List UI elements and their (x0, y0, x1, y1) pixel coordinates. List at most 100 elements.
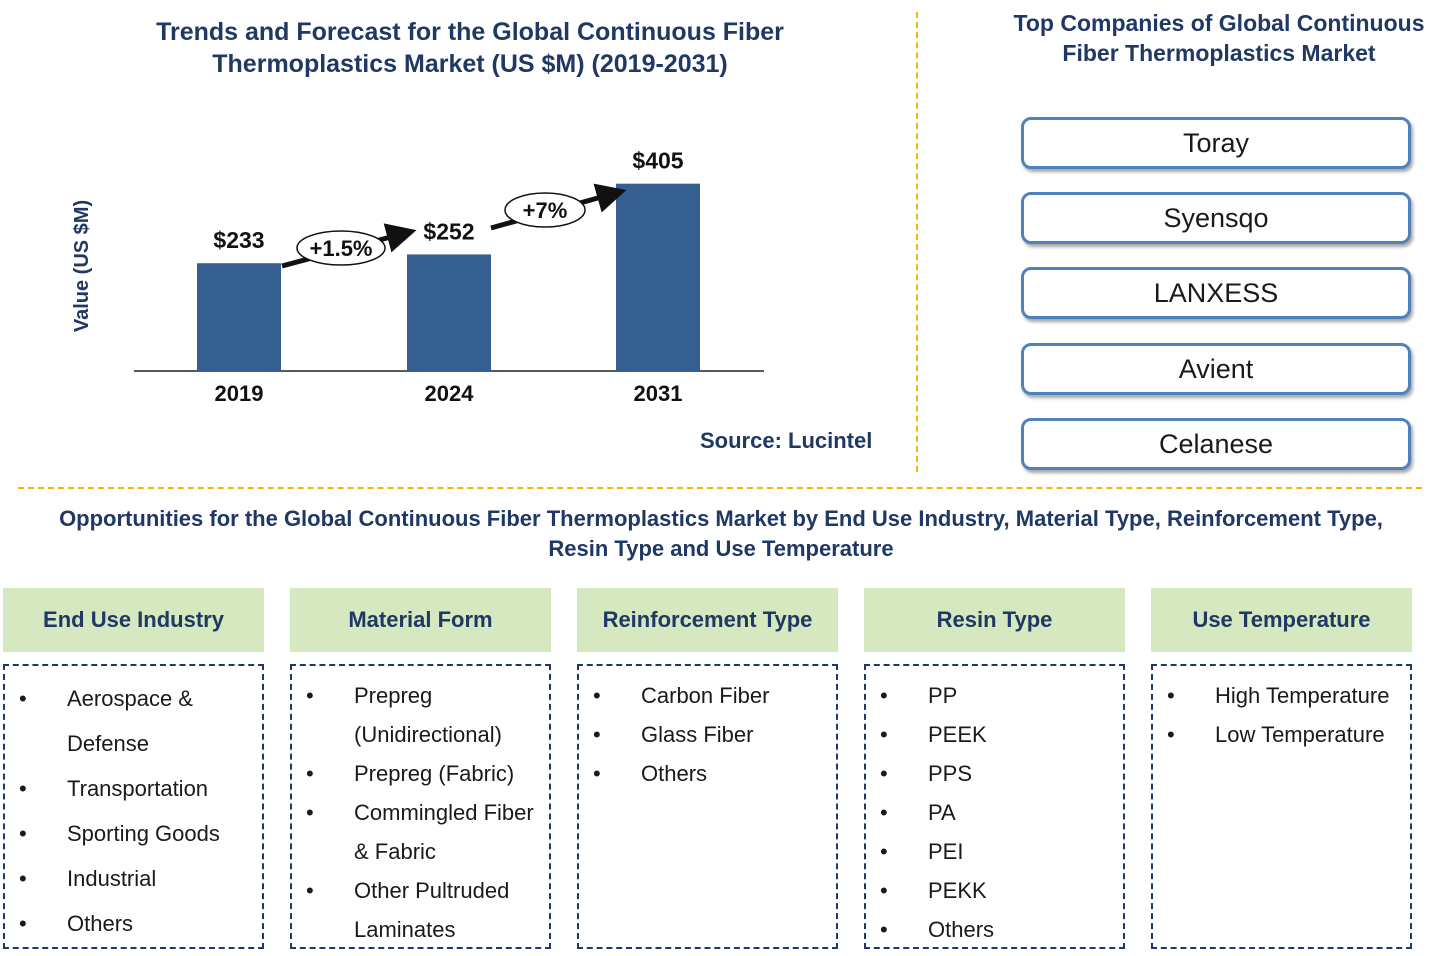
bullet-icon: • (19, 866, 27, 891)
segment-item-label: PP (928, 683, 958, 708)
segment-item-label: PEEK (928, 722, 987, 747)
bullet-icon: • (306, 800, 314, 825)
segment-item-label: Prepreg (Unidirectional) (354, 683, 502, 747)
segment-list-item: • High Temperature (1153, 676, 1410, 715)
segment-list-item: • Sporting Goods (5, 811, 262, 856)
y-axis-label: Value (US $M) (71, 200, 93, 332)
bar-chart: Value (US $M) $233 2019 $252 2024 $405 2031 +1.… (71, 148, 764, 406)
bullet-icon: • (880, 722, 888, 747)
segment-list-item: • PEEK (866, 715, 1123, 754)
vertical-divider (916, 12, 918, 472)
bullet-icon: • (880, 839, 888, 864)
bullet-icon: • (306, 683, 314, 708)
segment-list-item: • PEI (866, 832, 1123, 871)
bullet-icon: • (593, 683, 601, 708)
chart-title: Trends and Forecast for the Global Conti… (156, 18, 784, 78)
segment-item-label: Carbon Fiber (641, 683, 770, 708)
segment-list-item: • Others (866, 910, 1123, 949)
segment-list-item: • PA (866, 793, 1123, 832)
segment-list-item: • Transportation (5, 766, 262, 811)
segment-list-item: • Industrial (5, 856, 262, 901)
segment-list: • PP • PEEK • PPS • PA • PEI • PEKK • Others (866, 676, 1123, 949)
segment-list: • Prepreg (Unidirectional) • Prepreg (Fabri… (292, 676, 549, 949)
segment-item-label: PA (928, 800, 956, 825)
segment-header: Use Temperature (1151, 588, 1412, 652)
growth-label-1: +7% (523, 198, 568, 223)
x-tick-2031: 2031 (634, 381, 683, 406)
company-box: Toray (1021, 117, 1411, 169)
segment-box: • High Temperature • Low Temperature (1151, 664, 1412, 949)
bullet-icon: • (306, 761, 314, 786)
segment-list-item: • PP (866, 676, 1123, 715)
segment-list-item: • Other Pultruded Laminates (292, 871, 549, 949)
bullet-icon: • (593, 761, 601, 786)
company-box: Syensqo (1021, 192, 1411, 244)
segment-list: • Aerospace & Defense • Transportation • Spor… (5, 676, 262, 946)
growth-ellipse-0 (296, 230, 386, 266)
segment-item-label: Low Temperature (1215, 722, 1385, 747)
segment-list-item: • Commingled Fiber & Fabric (292, 793, 549, 871)
segment-box: • Prepreg (Unidirectional) • Prepreg (Fabri… (290, 664, 551, 949)
source-label: Source: Lucintel (700, 428, 873, 453)
bullet-icon: • (880, 683, 888, 708)
bullet-icon: • (880, 878, 888, 903)
segment-box: • Carbon Fiber • Glass Fiber • Others (577, 664, 838, 949)
segment-item-label: Others (641, 761, 708, 786)
segment-list-item: • PEKK (866, 871, 1123, 910)
segment-list-item: • Prepreg (Unidirectional) (292, 676, 549, 754)
segment-item-label: Aerospace & Defense (67, 686, 193, 756)
segment-list-item: • Low Temperature (1153, 715, 1410, 754)
company-box: Avient (1021, 343, 1411, 395)
value-label-2019: $233 (213, 227, 264, 253)
bullet-icon: • (306, 878, 314, 903)
segment-header: Material Form (290, 588, 551, 652)
company-box: Celanese (1021, 418, 1411, 470)
segment-item-label: PPS (928, 761, 973, 786)
opportunities-title: Opportunities for the Global Continuous … (59, 506, 1383, 561)
segment-item-label: Other Pultruded Laminates (354, 878, 510, 942)
segment-item-label: Commingled Fiber & Fabric (354, 800, 534, 864)
segment-list-item: • Aerospace & Defense (5, 676, 262, 766)
value-label-2031: $405 (632, 148, 683, 174)
bullet-icon: • (880, 761, 888, 786)
bullet-icon: • (19, 776, 27, 801)
bullet-icon: • (593, 722, 601, 747)
segment-item-label: PEI (928, 839, 964, 864)
bullet-icon: • (19, 911, 27, 936)
segment-item-label: Prepreg (Fabric) (354, 761, 515, 786)
segment-item-label: PEKK (928, 878, 987, 903)
horizontal-divider (18, 487, 1422, 489)
segment-list-item: • PPS (866, 754, 1123, 793)
segment-item-label: Glass Fiber (641, 722, 754, 747)
segment-item-label: Others (928, 917, 995, 942)
segment-list-item: • Carbon Fiber (579, 676, 836, 715)
segment-box: • Aerospace & Defense • Transportation • Spor… (3, 664, 264, 949)
segment-list-item: • Others (5, 901, 262, 946)
segment-item-label: Transportation (67, 776, 209, 801)
value-label-2024: $252 (423, 218, 474, 244)
segment-header: End Use Industry (3, 588, 264, 652)
x-tick-2019: 2019 (215, 381, 264, 406)
growth-label-0: +1.5% (310, 236, 373, 261)
segment-header: Reinforcement Type (577, 588, 838, 652)
company-box: LANXESS (1021, 267, 1411, 319)
segment-item-label: Industrial (67, 866, 157, 891)
segment-item-label: Others (67, 911, 134, 936)
bullet-icon: • (19, 821, 27, 846)
segment-item-label: High Temperature (1215, 683, 1390, 708)
segment-list-item: • Glass Fiber (579, 715, 836, 754)
bullet-icon: • (880, 917, 888, 942)
bullet-icon: • (880, 800, 888, 825)
segment-header: Resin Type (864, 588, 1125, 652)
bar-2024 (407, 254, 491, 371)
companies-title: Top Companies of Global Continuous Fiber… (1013, 10, 1425, 66)
segment-list-item: • Others (579, 754, 836, 793)
x-tick-2024: 2024 (425, 381, 475, 406)
segment-list: • High Temperature • Low Temperature (1153, 676, 1410, 754)
segment-list: • Carbon Fiber • Glass Fiber • Others (579, 676, 836, 793)
bar-2019 (197, 263, 281, 371)
segment-item-label: Sporting Goods (67, 821, 220, 846)
bullet-icon: • (1167, 683, 1175, 708)
bullet-icon: • (1167, 722, 1175, 747)
segment-box: • PP • PEEK • PPS • PA • PEI • PEKK • Others (864, 664, 1125, 949)
